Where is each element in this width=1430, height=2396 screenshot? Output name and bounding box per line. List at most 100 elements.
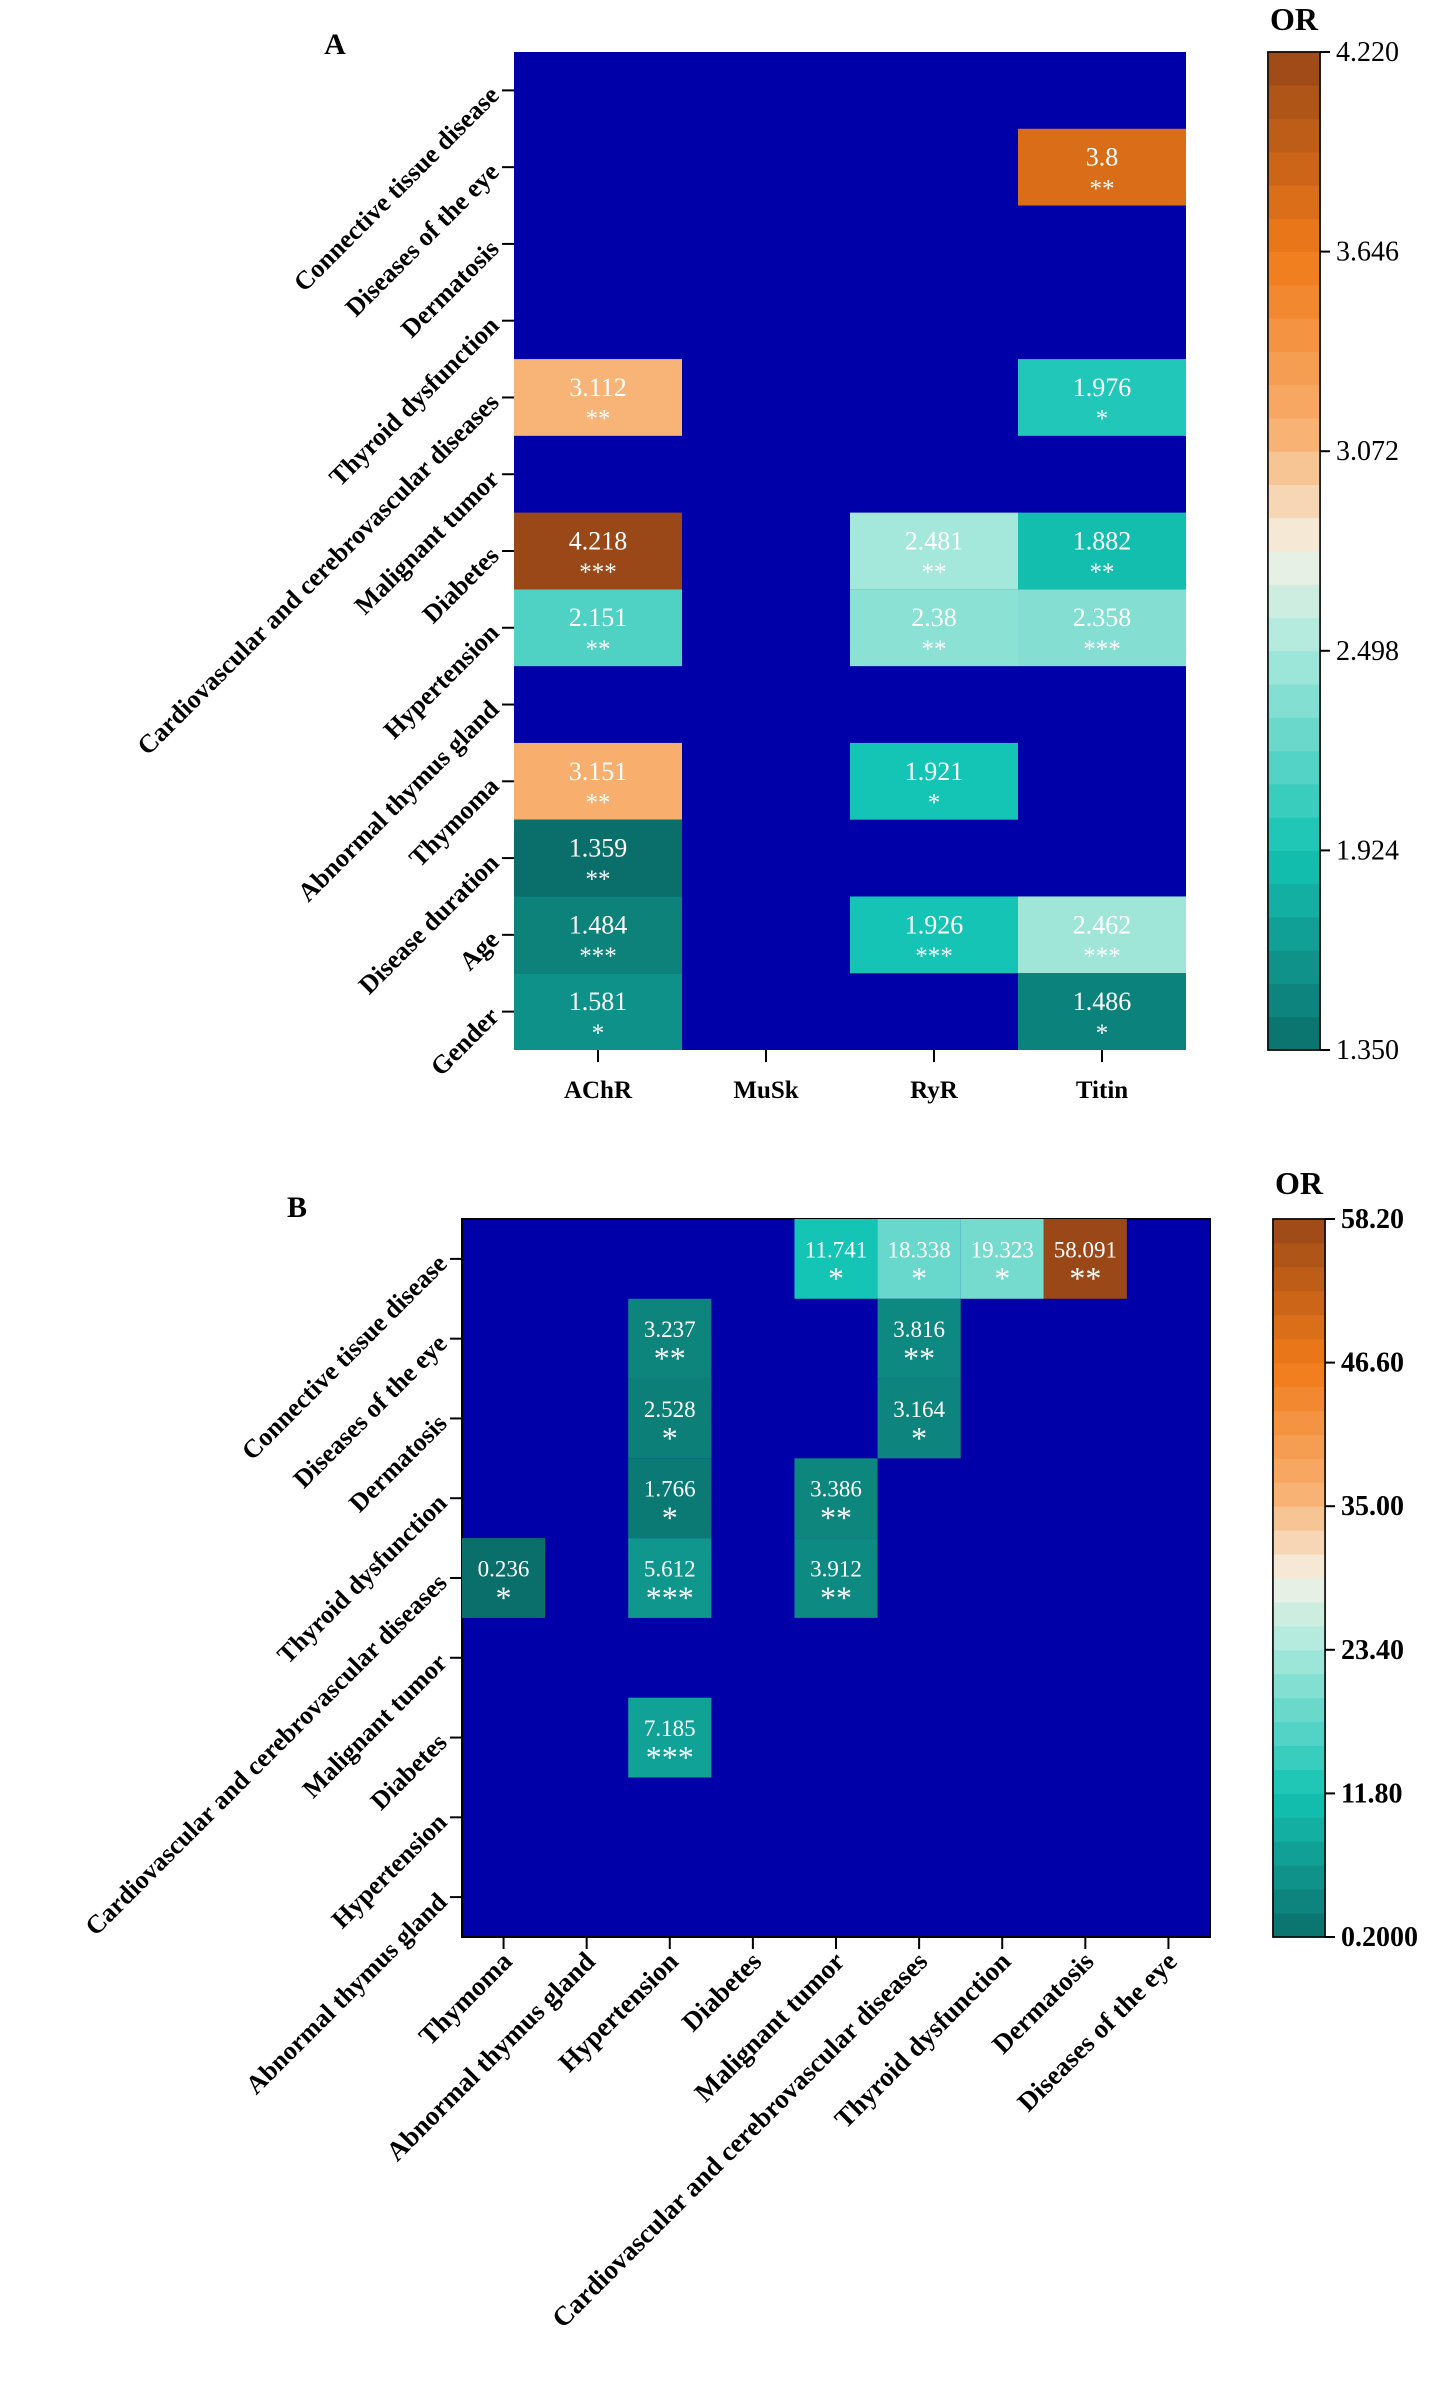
cell-significance-label: ** xyxy=(922,636,947,663)
colorbar-step xyxy=(1268,185,1320,219)
heatmap-cell xyxy=(628,1538,712,1618)
heatmap-cell xyxy=(514,973,682,1050)
cell-value-label: 2.151 xyxy=(569,603,628,632)
panel-b-colorbar-ticks: 0.2000 11.80 23.40 35.00 46.60 58.20 xyxy=(1325,1204,1418,1953)
cell-value-label: 3.237 xyxy=(644,1317,696,1342)
cell-significance-label: ** xyxy=(1090,175,1115,202)
heatmap-cell xyxy=(514,512,682,590)
heatmap-cell xyxy=(628,1697,712,1778)
cell-value-label: 18.338 xyxy=(887,1237,950,1262)
heatmap-cell xyxy=(1043,1219,1127,1299)
colorbar-step xyxy=(1273,1625,1325,1651)
heatmap-cell xyxy=(628,1458,712,1539)
colorbar-step xyxy=(1268,584,1320,619)
panel-a: A 3.8**3.112**1.976*4.218***2.481**1.882… xyxy=(132,1,1399,1104)
colorbar-step xyxy=(1273,1242,1325,1268)
cell-value-label: 3.912 xyxy=(810,1556,862,1581)
cell-value-label: 19.323 xyxy=(971,1237,1034,1262)
colorbar-step xyxy=(1273,1841,1325,1866)
cell-significance-label: * xyxy=(496,1579,512,1615)
row-label-malignant-tumor: Malignant tumor xyxy=(297,1648,453,1804)
cell-value-label: 58.091 xyxy=(1054,1237,1117,1262)
heatmap-cell xyxy=(960,1219,1044,1299)
column-label-malignant-tumor: Malignant tumor xyxy=(688,1946,850,2108)
cell-value-label: 1.766 xyxy=(644,1477,696,1502)
cell-significance-label: * xyxy=(828,1260,844,1296)
colorbar-step xyxy=(1273,1554,1325,1579)
panel-a-colorbar-ticks: 1.350 1.924 2.498 3.072 3.646 4.220 xyxy=(1320,37,1399,1066)
heatmap-cell xyxy=(628,1298,712,1379)
cell-significance-label: ** xyxy=(1090,559,1115,586)
heatmap-cell xyxy=(1018,896,1186,974)
colorbar-step xyxy=(1268,451,1320,485)
colorbar-tick-label: 3.646 xyxy=(1336,237,1399,268)
panel-b-letter: B xyxy=(287,1191,307,1224)
colorbar-step xyxy=(1273,1769,1325,1794)
colorbar-step xyxy=(1273,1266,1325,1292)
cell-value-label: 3.386 xyxy=(810,1477,862,1502)
colorbar-step xyxy=(1273,1386,1325,1411)
heatmap-cell xyxy=(1018,128,1186,206)
cell-significance-label: ** xyxy=(922,559,947,586)
panel-a-column-labels: AChR MuSk RyR Titin xyxy=(564,1050,1128,1104)
cell-value-label: 1.976 xyxy=(1073,373,1132,402)
cell-value-label: 0.236 xyxy=(478,1556,530,1581)
heatmap-cell xyxy=(514,359,682,436)
heatmap-cell xyxy=(514,589,682,667)
cell-value-label: 3.151 xyxy=(569,757,628,786)
colorbar-step xyxy=(1273,1697,1325,1723)
cell-significance-label: *** xyxy=(1083,943,1121,970)
cell-significance-label: ** xyxy=(820,1500,852,1536)
colorbar-step xyxy=(1268,85,1320,120)
cell-value-label: 3.8 xyxy=(1086,143,1119,172)
colorbar-tick-label: 35.00 xyxy=(1341,1491,1404,1522)
cell-value-label: 7.185 xyxy=(644,1716,696,1741)
colorbar-step xyxy=(1268,484,1320,519)
colorbar-step xyxy=(1268,750,1320,785)
colorbar-step xyxy=(1273,1219,1325,1244)
row-label-cardiovascular-and-cerebrovascular-diseases: Cardiovascular and cerebrovascular disea… xyxy=(80,1568,453,1941)
cell-significance-label: * xyxy=(994,1260,1010,1296)
colorbar-step xyxy=(1268,717,1320,752)
heatmap-cell xyxy=(1018,512,1186,590)
column-label-diseases-of-the-eye: Diseases of the eye xyxy=(1011,1946,1182,2117)
cell-value-label: 1.359 xyxy=(569,834,628,863)
panel-a-colorbar-steps xyxy=(1267,51,1321,1051)
cell-value-label: 1.484 xyxy=(569,910,628,939)
colorbar-step xyxy=(1268,517,1320,552)
row-label-malignant-tumor: Malignant tumor xyxy=(349,464,505,620)
heatmap-cell xyxy=(514,896,682,974)
colorbar-step xyxy=(1273,1314,1325,1340)
heatmap-cell xyxy=(462,1538,546,1618)
heatmap-cell xyxy=(850,512,1018,590)
colorbar-step xyxy=(1268,783,1320,818)
colorbar-tick-label: 3.072 xyxy=(1336,436,1399,467)
colorbar-step xyxy=(1268,251,1320,286)
cell-significance-label: *** xyxy=(646,1739,694,1775)
cell-value-label: 2.462 xyxy=(1073,910,1132,939)
cell-value-label: 2.38 xyxy=(911,603,957,632)
cell-significance-label: *** xyxy=(646,1579,694,1615)
panel-a-letter: A xyxy=(324,28,346,61)
cell-significance-label: *** xyxy=(1083,636,1121,663)
colorbar-step xyxy=(1268,318,1320,352)
colorbar-step xyxy=(1273,1817,1325,1842)
colorbar-step xyxy=(1268,218,1320,253)
cell-value-label: 11.741 xyxy=(805,1237,867,1262)
cell-significance-label: ** xyxy=(1069,1260,1101,1296)
colorbar-frame xyxy=(1272,1218,1326,1938)
cell-significance-label: *** xyxy=(915,943,953,970)
cell-value-label: 3.112 xyxy=(569,373,627,402)
cell-significance-label: * xyxy=(592,1020,605,1047)
colorbar-tick-label: 1.924 xyxy=(1336,835,1399,866)
cell-significance-label: * xyxy=(1096,1020,1109,1047)
colorbar-tick-label: 58.20 xyxy=(1341,1204,1404,1235)
colorbar-step xyxy=(1273,1889,1325,1914)
colorbar-step xyxy=(1268,151,1320,186)
column-label-titin: Titin xyxy=(1076,1077,1128,1104)
cell-significance-label: ** xyxy=(586,789,611,816)
colorbar-step xyxy=(1273,1482,1325,1507)
colorbar-step xyxy=(1268,883,1320,918)
